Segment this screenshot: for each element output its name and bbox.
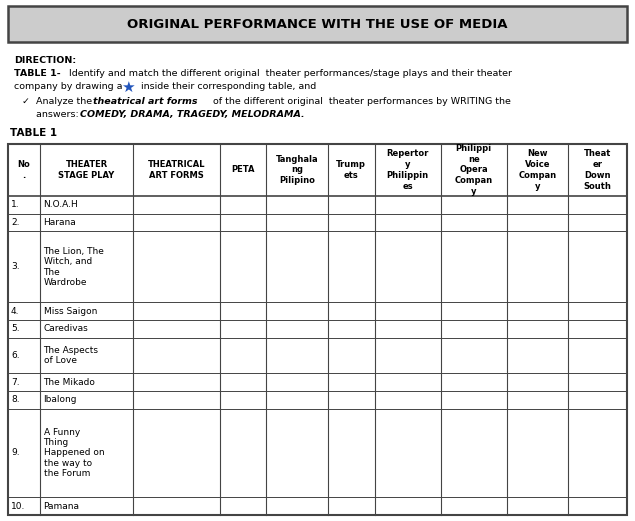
Text: 6.: 6. <box>11 351 20 360</box>
Text: TABLE 1-: TABLE 1- <box>14 69 60 78</box>
Text: Philippi
ne
Opera
Compan
y: Philippi ne Opera Compan y <box>455 144 493 196</box>
Text: Harana: Harana <box>44 218 76 227</box>
Text: 4.: 4. <box>11 307 20 316</box>
Text: THEATER
STAGE PLAY: THEATER STAGE PLAY <box>58 160 115 180</box>
Text: ✓  Analyze the: ✓ Analyze the <box>22 97 95 106</box>
Text: ORIGINAL PERFORMANCE WITH THE USE OF MEDIA: ORIGINAL PERFORMANCE WITH THE USE OF MED… <box>127 18 508 31</box>
Bar <box>8 144 627 515</box>
Text: The Lion, The
Witch, and
The
Wardrobe: The Lion, The Witch, and The Wardrobe <box>44 247 104 287</box>
Text: Ibalong: Ibalong <box>44 395 77 404</box>
Text: The Mikado: The Mikado <box>44 378 95 387</box>
Text: 2.: 2. <box>11 218 20 227</box>
Text: 1.: 1. <box>11 201 20 209</box>
Text: Theat
er
Down
South: Theat er Down South <box>584 150 612 191</box>
Text: answers:: answers: <box>36 110 82 119</box>
Text: A Funny
Thing
Happened on
the way to
the Forum: A Funny Thing Happened on the way to the… <box>44 428 104 478</box>
Text: New
Voice
Compan
y: New Voice Compan y <box>519 150 557 191</box>
Text: No
.: No . <box>17 160 30 180</box>
Text: 10.: 10. <box>11 502 25 511</box>
Text: inside their corresponding table, and: inside their corresponding table, and <box>138 82 316 91</box>
Text: Trump
ets: Trump ets <box>337 160 366 180</box>
Text: The Aspects
of Love: The Aspects of Love <box>44 346 98 365</box>
Text: Pamana: Pamana <box>44 502 79 511</box>
Text: company by drawing a: company by drawing a <box>14 82 126 91</box>
Text: 5.: 5. <box>11 325 20 333</box>
Text: PETA: PETA <box>231 166 255 175</box>
Text: ★: ★ <box>121 80 135 95</box>
Text: 7.: 7. <box>11 378 20 387</box>
Bar <box>8 6 627 42</box>
Text: TABLE 1: TABLE 1 <box>10 128 57 138</box>
Text: 9.: 9. <box>11 449 20 457</box>
Text: Caredivas: Caredivas <box>44 325 88 333</box>
Text: DIRECTION:: DIRECTION: <box>14 56 76 65</box>
Text: theatrical art forms: theatrical art forms <box>93 97 197 106</box>
Text: THEATRICAL
ART FORMS: THEATRICAL ART FORMS <box>148 160 205 180</box>
Text: of the different original  theater performances by WRITING the: of the different original theater perfor… <box>210 97 511 106</box>
Text: COMEDY, DRAMA, TRAGEDY, MELODRAMA.: COMEDY, DRAMA, TRAGEDY, MELODRAMA. <box>80 110 305 119</box>
Text: Miss Saigon: Miss Saigon <box>44 307 97 316</box>
Text: Repertor
y
Philippin
es: Repertor y Philippin es <box>387 150 429 191</box>
Text: Identify and match the different original  theater performances/stage plays and : Identify and match the different origina… <box>66 69 512 78</box>
Text: 3.: 3. <box>11 263 20 271</box>
Text: 8.: 8. <box>11 395 20 404</box>
Text: Tanghala
ng
Pilipino: Tanghala ng Pilipino <box>276 155 319 185</box>
Text: N.O.A.H: N.O.A.H <box>44 201 78 209</box>
